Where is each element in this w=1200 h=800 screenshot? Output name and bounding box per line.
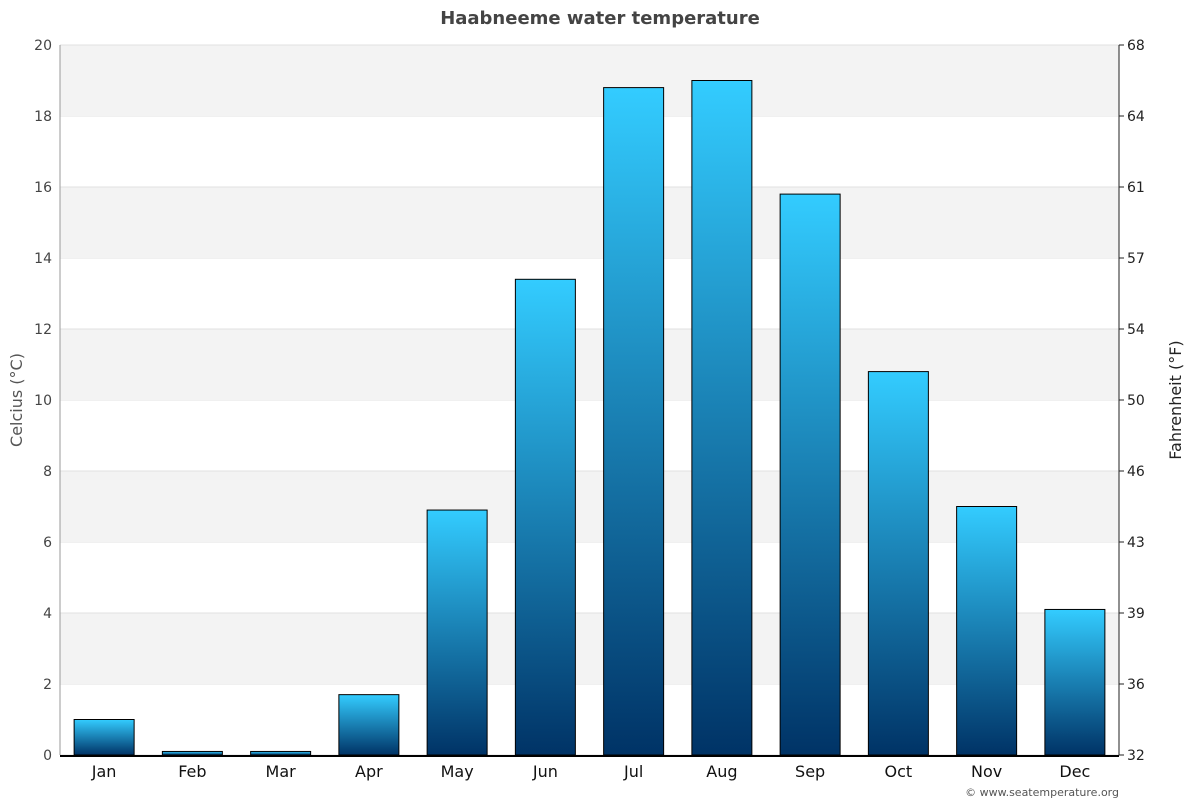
y-tick-label-right: 46 xyxy=(1127,464,1145,480)
bar-jun xyxy=(514,278,576,756)
bar-jul xyxy=(603,87,665,756)
y-tick-label-right: 54 xyxy=(1127,322,1145,338)
x-tick-label: Jan xyxy=(91,762,117,781)
y-tick-label-left: 4 xyxy=(43,606,52,622)
x-tick-label: Aug xyxy=(706,762,737,781)
bar-feb xyxy=(161,750,223,756)
grid-band xyxy=(60,471,1119,542)
chart-title: Haabneeme water temperature xyxy=(440,8,760,29)
y-tick-label-right: 61 xyxy=(1127,180,1145,196)
y-tick-label-left: 18 xyxy=(34,109,52,125)
y-tick-label-left: 14 xyxy=(34,251,52,267)
y-tick-label-right: 43 xyxy=(1127,535,1145,551)
y-tick-label-left: 20 xyxy=(34,38,52,54)
y-tick-label-left: 0 xyxy=(43,748,52,764)
bar-jan xyxy=(73,719,135,756)
grid-band xyxy=(60,45,1119,116)
x-tick-label: Jul xyxy=(623,762,643,781)
y-tick-label-right: 64 xyxy=(1127,109,1145,125)
bar-oct xyxy=(867,371,929,756)
grid-band xyxy=(60,187,1119,258)
x-tick-label: Sep xyxy=(795,762,825,781)
bar-mar xyxy=(250,750,312,756)
x-tick-label: Mar xyxy=(266,762,297,781)
y-tick-label-right: 50 xyxy=(1127,393,1145,409)
y-tick-label-left: 16 xyxy=(34,180,52,196)
bar-nov xyxy=(956,506,1018,756)
x-tick-label: Apr xyxy=(355,762,383,781)
y-tick-label-left: 8 xyxy=(43,464,52,480)
bar-apr xyxy=(338,694,400,756)
x-tick-label: Dec xyxy=(1059,762,1090,781)
y-tick-label-left: 6 xyxy=(43,535,52,551)
x-tick-label: May xyxy=(441,762,474,781)
y-tick-label-left: 10 xyxy=(34,393,52,409)
bar-dec xyxy=(1044,608,1106,756)
y-tick-label-right: 68 xyxy=(1127,38,1145,54)
grid-band xyxy=(60,329,1119,400)
x-tick-label: Nov xyxy=(971,762,1002,781)
y-tick-label-left: 2 xyxy=(43,677,52,693)
bar-aug xyxy=(691,80,753,756)
x-tick-label: Jun xyxy=(532,762,558,781)
bar-sep xyxy=(779,193,841,756)
y-tick-label-right: 57 xyxy=(1127,251,1145,267)
x-tick-label: Feb xyxy=(178,762,206,781)
y-tick-label-left: 12 xyxy=(34,322,52,338)
grid-band xyxy=(60,613,1119,684)
x-tick-label: Oct xyxy=(885,762,913,781)
y-tick-label-right: 36 xyxy=(1127,677,1145,693)
y-axis-label-left: Celcius (°C) xyxy=(7,353,26,447)
y-tick-label-right: 32 xyxy=(1127,748,1145,764)
y-tick-label-right: 39 xyxy=(1127,606,1145,622)
y-axis-label-right: Fahrenheit (°F) xyxy=(1166,340,1185,459)
footer-credit: © www.seatemperature.org xyxy=(965,786,1119,799)
bar-may xyxy=(426,509,488,756)
